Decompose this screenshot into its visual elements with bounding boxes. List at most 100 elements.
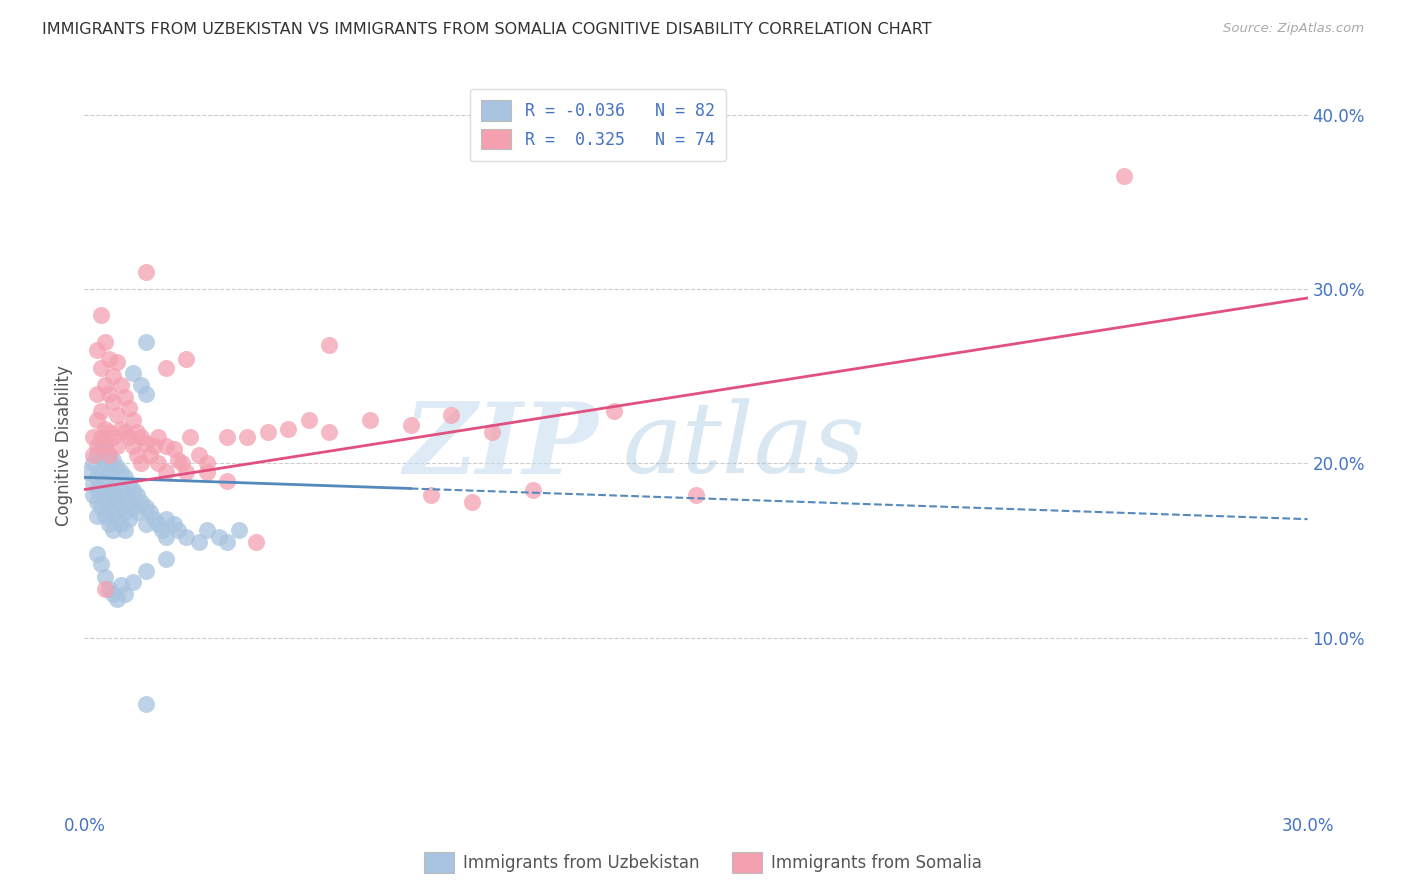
Point (122, 439, 145, 453)
Point (105, 459, 128, 474)
Point (150, 523, 173, 537)
Point (236, 430, 259, 444)
Point (118, 477, 141, 491)
Point (172, 457, 194, 471)
Point (86, 508, 108, 523)
Point (114, 425, 136, 439)
Point (138, 448, 160, 462)
Point (97, 483, 120, 497)
Point (277, 421, 299, 435)
Point (97, 582, 120, 596)
Point (318, 425, 340, 439)
Point (135, 386, 157, 401)
Point (131, 430, 153, 444)
Point (97, 448, 120, 462)
Point (82, 477, 104, 491)
Point (114, 523, 136, 537)
Point (167, 523, 190, 537)
Point (86, 448, 108, 462)
Point (163, 442, 186, 457)
Legend: Immigrants from Uzbekistan, Immigrants from Somalia: Immigrants from Uzbekistan, Immigrants f… (418, 846, 988, 880)
Point (90, 309, 112, 323)
Point (90, 558, 112, 572)
Point (135, 697, 157, 711)
Point (105, 512, 128, 526)
Point (122, 500, 145, 514)
Point (114, 488, 136, 502)
Point (135, 265, 157, 279)
Point (522, 483, 544, 497)
Point (127, 488, 149, 502)
Point (114, 470, 136, 484)
Point (93, 421, 115, 435)
Point (1114, 169, 1136, 183)
Point (110, 483, 132, 497)
Point (685, 488, 707, 502)
Text: IMMIGRANTS FROM UZBEKISTAN VS IMMIGRANTS FROM SOMALIA COGNITIVE DISABILITY CORRE: IMMIGRANTS FROM UZBEKISTAN VS IMMIGRANTS… (42, 22, 932, 37)
Point (399, 418, 422, 433)
Point (135, 500, 157, 514)
Point (101, 523, 124, 537)
Point (86, 494, 108, 508)
Point (97, 517, 120, 532)
Point (86, 386, 108, 401)
Point (110, 378, 132, 392)
Point (257, 425, 280, 439)
Point (114, 505, 136, 519)
Point (217, 534, 239, 549)
Point (97, 500, 120, 514)
Point (93, 508, 115, 523)
Point (93, 457, 115, 471)
Point (195, 523, 218, 537)
Point (110, 578, 132, 592)
Point (163, 517, 186, 532)
Point (101, 395, 124, 409)
Point (105, 477, 128, 491)
Point (420, 488, 443, 502)
Point (97, 386, 120, 401)
Point (114, 587, 136, 601)
Point (217, 430, 239, 444)
Point (245, 534, 267, 549)
Point (93, 474, 115, 488)
Point (90, 360, 112, 375)
Point (101, 453, 124, 467)
Point (135, 565, 157, 579)
Point (77, 465, 100, 479)
Point (97, 351, 120, 366)
Point (142, 439, 165, 453)
Point (90, 430, 112, 444)
Point (90, 404, 112, 418)
Point (146, 430, 169, 444)
Point (93, 439, 115, 453)
Point (138, 505, 160, 519)
Point (174, 465, 197, 479)
Point (90, 463, 112, 477)
Point (131, 457, 153, 471)
Point (105, 439, 128, 453)
Point (110, 500, 132, 514)
Point (82, 430, 104, 444)
Point (131, 494, 153, 508)
Point (359, 413, 381, 427)
Point (195, 457, 218, 471)
Point (82, 457, 104, 471)
Point (174, 530, 197, 544)
Point (110, 517, 132, 532)
Point (86, 483, 108, 497)
Point (118, 494, 141, 508)
Point (90, 483, 112, 497)
Point (101, 470, 124, 484)
Point (146, 457, 169, 471)
Point (217, 474, 239, 488)
Point (105, 592, 128, 607)
Point (195, 465, 218, 479)
Point (187, 534, 209, 549)
Point (90, 442, 112, 457)
Point (298, 413, 321, 427)
Point (110, 465, 132, 479)
Point (208, 530, 231, 544)
Point (110, 421, 132, 435)
Point (90, 500, 112, 514)
Point (93, 334, 115, 349)
